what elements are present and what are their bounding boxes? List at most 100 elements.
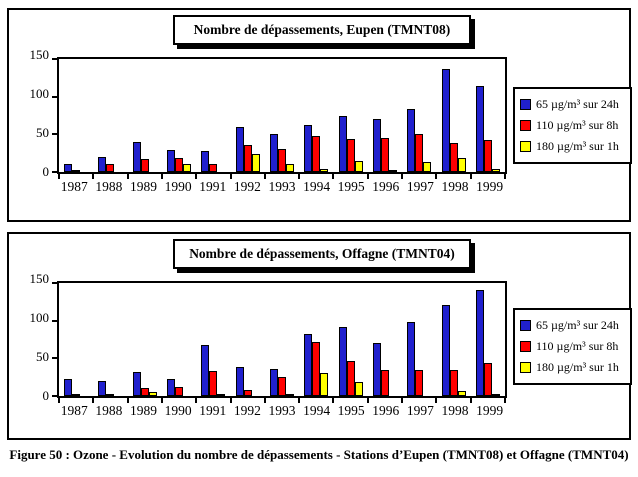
bar — [441, 304, 450, 396]
bar-group-1998 — [436, 59, 470, 172]
bar — [278, 377, 287, 396]
bar — [72, 169, 81, 172]
y-tick-label: 50 — [36, 125, 49, 141]
y-tick-label: 150 — [29, 271, 50, 286]
x-tick-label: 1990 — [164, 179, 192, 194]
bar — [346, 138, 355, 172]
x-axis-tick — [58, 174, 60, 179]
bar-group-1996 — [368, 283, 402, 396]
bar — [217, 393, 226, 396]
bar-group-1997 — [402, 59, 436, 172]
bar — [449, 142, 458, 172]
x-axis-tick — [469, 398, 472, 403]
bar — [491, 169, 500, 172]
chart-panel-eupen: Nombre de dépassements, Eupen (TMNT08) 0… — [7, 8, 632, 222]
y-axis-labels: 0 50 100 150 — [15, 272, 53, 403]
bar — [270, 133, 279, 172]
legend-swatch — [520, 120, 531, 131]
bar-group-1987 — [59, 59, 93, 172]
bar — [380, 138, 389, 172]
y-axis-tick — [52, 319, 59, 322]
x-tick-label: 1999 — [476, 403, 504, 418]
legend-swatch — [520, 362, 531, 373]
bar — [388, 169, 397, 172]
bar-group-1989 — [128, 59, 162, 172]
bar-group-1995 — [334, 283, 368, 396]
y-axis-tick — [52, 95, 59, 98]
bar — [320, 169, 329, 172]
bar — [106, 164, 115, 172]
x-tick-label: 1989 — [130, 179, 158, 194]
bar — [72, 393, 81, 396]
bar-group-1999 — [471, 283, 505, 396]
bar — [441, 68, 450, 172]
chart-title-eupen: Nombre de dépassements, Eupen (TMNT08) — [173, 15, 471, 45]
bar-group-1988 — [93, 59, 127, 172]
bar — [338, 116, 347, 172]
y-tick-label: 100 — [29, 86, 50, 102]
x-tick-label: 1994 — [303, 179, 331, 194]
x-tick-label: 1998 — [441, 403, 469, 418]
x-axis-tick — [229, 174, 232, 179]
x-tick-label: 1993 — [268, 403, 296, 418]
y-axis-tick — [52, 171, 59, 173]
bar — [304, 334, 313, 396]
x-tick-label: 1990 — [164, 403, 192, 418]
x-axis-tick — [504, 398, 506, 403]
x-axis-tick — [366, 174, 369, 179]
bar — [415, 134, 424, 172]
x-axis-tick — [160, 174, 163, 179]
bar-group-1993 — [265, 283, 299, 396]
x-axis-tick — [58, 398, 60, 403]
bar — [132, 141, 141, 172]
legend-swatch — [520, 99, 531, 110]
figure-caption: Figure 50 : Ozone - Evolution du nombre … — [9, 447, 629, 462]
x-axis-tick — [435, 398, 438, 403]
legend-item: 65 µg/m³ sur 24h — [520, 315, 630, 336]
x-tick-label: 1994 — [303, 403, 331, 418]
x-tick-label: 1999 — [476, 179, 504, 194]
bar — [449, 369, 458, 396]
y-tick-label: 50 — [36, 349, 49, 365]
bar — [235, 367, 244, 396]
bar — [457, 391, 466, 396]
x-tick-label: 1996 — [372, 403, 400, 418]
legend-item: 65 µg/m³ sur 24h — [520, 94, 630, 115]
x-axis-tick — [469, 174, 472, 179]
bar — [312, 135, 321, 172]
bar — [209, 371, 218, 396]
x-tick-label: 1987 — [60, 179, 88, 194]
x-tick-label: 1997 — [406, 403, 434, 418]
bar — [483, 362, 492, 396]
bar-group-1997 — [402, 283, 436, 396]
x-axis-tick — [298, 398, 301, 403]
x-axis-tick — [366, 398, 369, 403]
bar — [167, 150, 176, 172]
x-axis-tick — [401, 174, 404, 179]
legend-label: 65 µg/m³ sur 24h — [536, 318, 619, 332]
bar — [148, 392, 157, 396]
bar — [483, 140, 492, 172]
bar — [278, 149, 287, 172]
bar-group-1999 — [471, 59, 505, 172]
x-axis-labels: 1987 1988 1989 1990 1991 1992 1993 1994 1995 1996… — [57, 402, 507, 420]
bar-group-1990 — [162, 59, 196, 172]
bar-group-1992 — [231, 283, 265, 396]
bar — [380, 369, 389, 396]
y-axis-labels: 0 50 100 150 — [15, 48, 53, 179]
bar-group-1995 — [334, 59, 368, 172]
x-axis-tick — [298, 174, 301, 179]
x-tick-label: 1995 — [337, 179, 365, 194]
x-axis-tick — [332, 398, 335, 403]
bar-group-1996 — [368, 59, 402, 172]
y-tick-label: 150 — [29, 47, 50, 62]
x-tick-label: 1991 — [199, 179, 227, 194]
bar — [338, 326, 347, 396]
x-tick-label: 1988 — [95, 403, 123, 418]
bar-group-1990 — [162, 283, 196, 396]
x-tick-label: 1991 — [199, 403, 227, 418]
x-axis-tick — [92, 174, 95, 179]
bar — [251, 153, 260, 172]
legend-label: 110 µg/m³ sur 8h — [536, 339, 619, 353]
